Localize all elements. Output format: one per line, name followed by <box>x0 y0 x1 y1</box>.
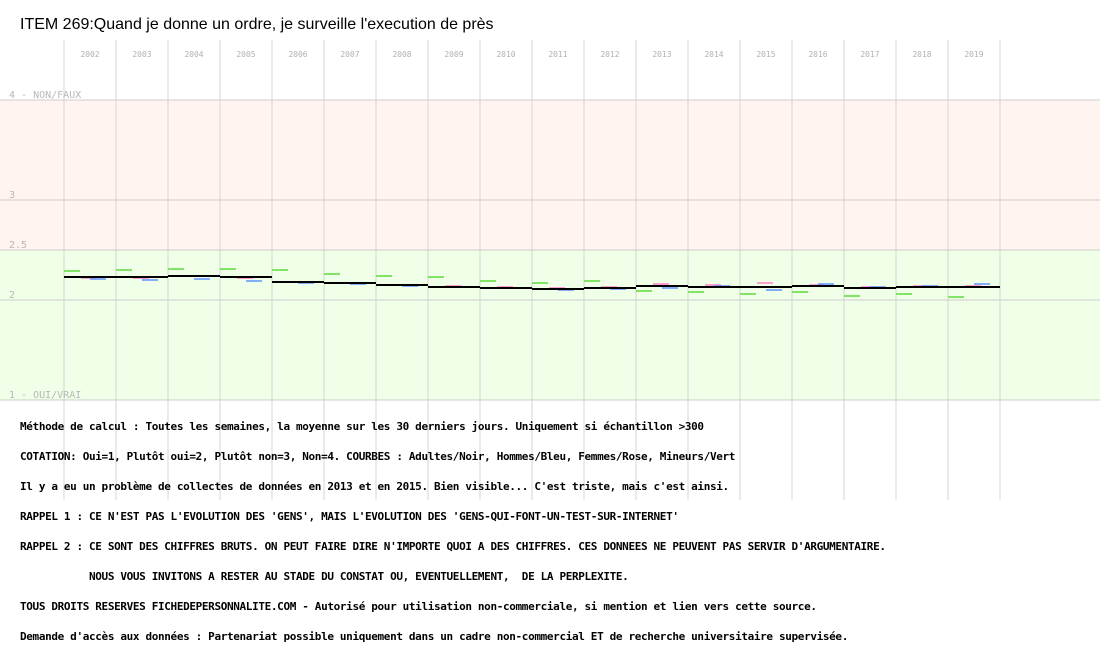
note-line: RAPPEL 1 : CE N'EST PAS L'EVOLUTION DES … <box>20 510 679 523</box>
y-axis-labels: 4 - NON/FAUX 3 2.5 2 1 - OUI/VRAI <box>9 90 81 401</box>
x-tick-label: 2018 <box>912 50 931 59</box>
y-tick-label: 2.5 <box>9 240 27 251</box>
x-tick-label: 2007 <box>340 50 359 59</box>
x-tick-label: 2004 <box>184 50 203 59</box>
note-line: COTATION: Oui=1, Plutôt oui=2, Plutôt no… <box>20 450 736 463</box>
x-tick-label: 2017 <box>860 50 879 59</box>
x-tick-label: 2010 <box>496 50 515 59</box>
x-tick-label: 2014 <box>704 50 723 59</box>
x-tick-label: 2015 <box>756 50 775 59</box>
note-line: RAPPEL 2 : CE SONT DES CHIFFRES BRUTS. O… <box>20 540 886 553</box>
y-tick-label: 3 <box>9 190 15 201</box>
note-line: NOUS VOUS INVITONS A RESTER AU STADE DU … <box>20 570 629 583</box>
x-tick-label: 2013 <box>652 50 671 59</box>
note-line: Méthode de calcul : Toutes les semaines,… <box>20 420 704 433</box>
x-tick-label: 2002 <box>80 50 99 59</box>
x-axis-labels: 2002 2003 2004 2005 2006 2007 2008 2009 2010 2011… <box>80 50 983 59</box>
notes-block: Méthode de calcul : Toutes les semaines,… <box>20 402 1095 652</box>
y-tick-label: 4 - NON/FAUX <box>9 90 81 101</box>
background-band <box>0 250 1100 400</box>
note-line: TOUS DROITS RESERVES FICHEDEPERSONNALITE… <box>20 600 817 613</box>
background-band <box>0 100 1100 250</box>
note-line: Il y a eu un problème de collectes de do… <box>20 480 729 493</box>
x-tick-label: 2003 <box>132 50 151 59</box>
x-tick-label: 2006 <box>288 50 307 59</box>
gridlines <box>0 40 1100 500</box>
x-tick-label: 2016 <box>808 50 827 59</box>
x-tick-label: 2011 <box>548 50 567 59</box>
y-tick-label: 2 <box>9 290 15 301</box>
x-tick-label: 2008 <box>392 50 411 59</box>
series-marks <box>64 268 1000 298</box>
chart-title: ITEM 269:Quand je donne un ordre, je sur… <box>20 16 494 33</box>
y-tick-label: 1 - OUI/VRAI <box>9 390 81 401</box>
x-tick-label: 2009 <box>444 50 463 59</box>
x-tick-label: 2019 <box>964 50 983 59</box>
note-line: Demande d'accès aux données : Partenaria… <box>20 630 848 643</box>
x-tick-label: 2012 <box>600 50 619 59</box>
x-tick-label: 2005 <box>236 50 255 59</box>
